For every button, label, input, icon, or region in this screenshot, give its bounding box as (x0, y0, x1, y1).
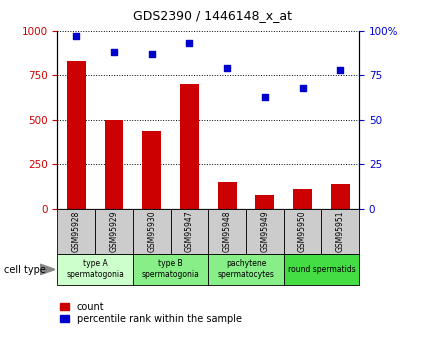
Text: GSM95947: GSM95947 (185, 210, 194, 252)
Point (299, 85, 306, 91)
Text: GSM95950: GSM95950 (298, 210, 307, 252)
Bar (208, 254, 284, 285)
Point (224, 66, 230, 71)
Text: GSM95951: GSM95951 (336, 210, 345, 252)
Bar (95, 209, 133, 254)
Bar (133, 254, 208, 285)
Bar (105, 120, 123, 209)
Point (148, 51, 155, 57)
Point (73, 33, 79, 39)
Text: GDS2390 / 1446148_x_at: GDS2390 / 1446148_x_at (133, 9, 292, 22)
Point (337, 67, 344, 73)
Text: type A
spermatogonia: type A spermatogonia (66, 259, 124, 279)
Bar (57, 254, 133, 285)
Text: type B
spermatogonia: type B spermatogonia (142, 259, 199, 279)
Text: GSM95928: GSM95928 (72, 210, 81, 252)
Text: GSM95929: GSM95929 (110, 210, 119, 252)
Text: GSM95930: GSM95930 (147, 210, 156, 252)
Point (186, 41, 193, 46)
Text: GSM95949: GSM95949 (261, 210, 269, 252)
Bar (246, 209, 284, 254)
Bar (133, 209, 170, 254)
Bar (170, 209, 208, 254)
Bar (208, 209, 246, 254)
Point (110, 50, 117, 55)
Bar (331, 184, 350, 209)
Bar (142, 130, 161, 209)
Text: round spermatids: round spermatids (288, 265, 355, 274)
Point (261, 94, 268, 100)
Polygon shape (40, 264, 55, 275)
Legend: count, percentile rank within the sample: count, percentile rank within the sample (60, 302, 242, 324)
Bar (67, 61, 86, 209)
Bar (284, 209, 321, 254)
Text: cell type: cell type (4, 265, 46, 275)
Bar (218, 182, 237, 209)
Text: pachytene
spermatocytes: pachytene spermatocytes (218, 259, 275, 279)
Bar (321, 209, 359, 254)
Bar (293, 189, 312, 209)
Bar (284, 254, 359, 285)
Text: GSM95948: GSM95948 (223, 210, 232, 252)
Bar (255, 195, 274, 209)
Bar (57, 209, 95, 254)
Bar (180, 84, 199, 209)
